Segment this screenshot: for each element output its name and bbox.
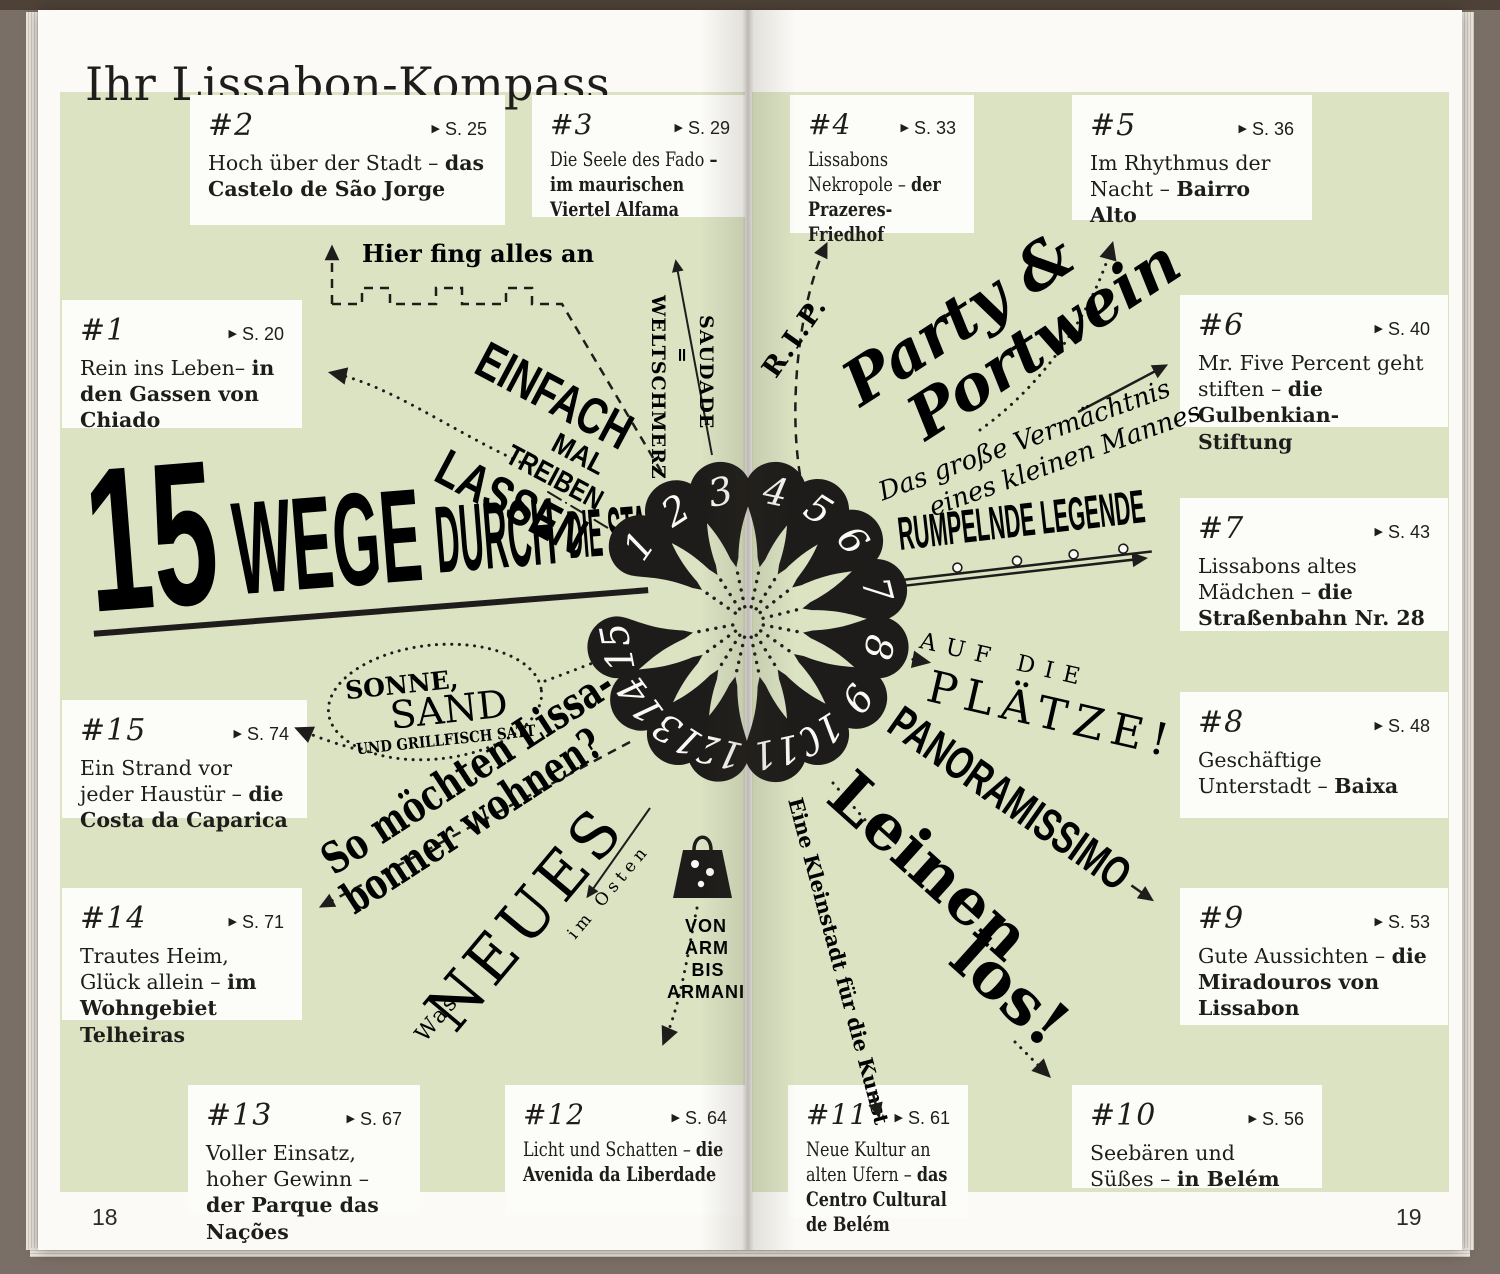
route-number: #11 [806, 1098, 869, 1131]
route-card-12: #12 ▶ S. 64 Licht und Schatten – die Aven… [505, 1085, 745, 1215]
page-reference: ▶ S. 29 [675, 118, 731, 139]
route-card-1: #1 ▶ S. 20 Rein ins Leben– in den Gassen … [62, 300, 302, 432]
route-number: #15 [80, 713, 147, 748]
route-card-5: #5 ▶ S. 36 Im Rhythmus der Nacht – Bairro… [1072, 95, 1312, 227]
page-ref-text: S. 64 [684, 1108, 727, 1128]
page-reference: ▶ S. 25 [432, 119, 488, 140]
route-description: Voller Einsatz, hoher Gewinn – der Parqu… [206, 1141, 379, 1244]
route-number: #13 [206, 1098, 273, 1133]
route-number: #4 [808, 108, 852, 141]
page-stack-right [1462, 12, 1474, 1250]
arrow-right-icon: ▶ [1248, 1113, 1257, 1125]
page-stack-bottom [30, 1248, 1470, 1257]
page-reference: ▶ S. 71 [229, 912, 285, 933]
route-card-9: #9 ▶ S. 53 Gute Aussichten – die Miradour… [1180, 888, 1448, 1025]
route-card-8: #8 ▶ S. 48 Geschäftige Unterstadt – Baixa [1180, 692, 1448, 818]
route-card-13: #13 ▶ S. 67 Voller Einsatz, hoher Gewinn … [188, 1085, 420, 1244]
arrow-right-icon: ▶ [900, 122, 909, 134]
arrow-right-icon: ▶ [431, 123, 440, 135]
page-reference: ▶ S. 40 [1375, 319, 1431, 340]
route-number: #14 [80, 901, 147, 936]
arrow-right-icon: ▶ [894, 1112, 903, 1124]
route-number: #10 [1090, 1098, 1157, 1133]
route-card-3: #3 ▶ S. 29 Die Seele des Fado – im mauris… [532, 95, 748, 221]
arrow-right-icon: ▶ [1374, 323, 1383, 335]
route-description: Gute Aussichten – die Miradouros von Lis… [1198, 944, 1427, 1021]
route-card-4: #4 ▶ S. 33 Lissabons Nekropole – der Praz… [790, 95, 974, 246]
route-description: Mr. Five Percent geht stiften – die Gulb… [1198, 351, 1424, 454]
page-reference: ▶ S. 64 [672, 1108, 728, 1129]
arrow-right-icon: ▶ [671, 1112, 680, 1124]
arrow-right-icon: ▶ [1374, 720, 1383, 732]
page-ref-text: S. 20 [241, 324, 284, 344]
page-stack-left [26, 12, 38, 1250]
page-ref-text: S. 53 [1387, 912, 1430, 932]
route-number: #1 [80, 313, 127, 348]
page-reference: ▶ S. 43 [1375, 522, 1431, 543]
route-description: Im Rhythmus der Nacht – Bairro Alto [1090, 151, 1271, 228]
route-card-6: #6 ▶ S. 40 Mr. Five Percent geht stiften … [1180, 295, 1448, 454]
arrow-right-icon: ▶ [1374, 526, 1383, 538]
route-number: #3 [550, 108, 594, 141]
route-description: Trautes Heim, Glück allein – im Wohngebi… [80, 944, 257, 1047]
route-description: Rein ins Leben– in den Gassen von Chiado [80, 356, 275, 433]
route-card-2: #2 ▶ S. 25 Hoch über der Stadt – das Cast… [190, 95, 505, 225]
page-reference: ▶ S. 53 [1375, 912, 1431, 933]
route-card-14: #14 ▶ S. 71 Trautes Heim, Glück allein – … [62, 888, 302, 1047]
route-number: #9 [1198, 901, 1245, 936]
arrow-right-icon: ▶ [233, 728, 242, 740]
route-card-11: #11 ▶ S. 61 Neue Kultur an alten Ufern – … [788, 1085, 968, 1236]
route-number: #2 [208, 108, 255, 143]
page-reference: ▶ S. 36 [1239, 119, 1295, 140]
arrow-right-icon: ▶ [1374, 916, 1383, 928]
route-number: #7 [1198, 511, 1245, 546]
route-card-15: #15 ▶ S. 74 Ein Strand vor jeder Haustür … [62, 700, 307, 832]
arrow-right-icon: ▶ [1238, 123, 1247, 135]
route-description: Seebären und Süßes – in Belém [1090, 1141, 1280, 1192]
route-number: #5 [1090, 108, 1137, 143]
page-reference: ▶ S. 20 [229, 324, 285, 345]
page-ref-text: S. 48 [1387, 716, 1430, 736]
arrow-right-icon: ▶ [228, 328, 237, 340]
page-ref-text: S. 29 [687, 118, 730, 138]
route-card-10: #10 ▶ S. 56 Seebären und Süßes – in Belém [1072, 1085, 1322, 1191]
page-reference: ▶ S. 74 [234, 724, 290, 745]
page-ref-text: S. 40 [1387, 319, 1430, 339]
page-ref-text: S. 74 [246, 724, 289, 744]
page-reference: ▶ S. 56 [1249, 1109, 1305, 1130]
page-ref-text: S. 67 [359, 1109, 402, 1129]
page-ref-text: S. 25 [444, 119, 487, 139]
route-card-7: #7 ▶ S. 43 Lissabons altes Mädchen – die … [1180, 498, 1448, 631]
page-number-right: 19 [1396, 1204, 1422, 1230]
route-description: Geschäftige Unterstadt – Baixa [1198, 748, 1399, 799]
route-description: Neue Kultur an alten Ufern – das Centro … [806, 1138, 948, 1236]
arrow-right-icon: ▶ [674, 122, 683, 134]
page-ref-text: S. 61 [907, 1108, 950, 1128]
page-number-left: 18 [92, 1204, 118, 1230]
page-ref-text: S. 43 [1387, 522, 1430, 542]
page-ref-text: S. 56 [1261, 1109, 1304, 1129]
route-number: #6 [1198, 308, 1245, 343]
page-reference: ▶ S. 48 [1375, 716, 1431, 737]
page-reference: ▶ S. 67 [347, 1109, 403, 1130]
route-number: #8 [1198, 705, 1245, 740]
page-ref-text: S. 33 [913, 118, 956, 138]
page-ref-text: S. 36 [1251, 119, 1294, 139]
arrow-right-icon: ▶ [346, 1113, 355, 1125]
route-description: Lissabons altes Mädchen – die Straßenbah… [1198, 554, 1425, 631]
route-description: Lissabons Nekropole – der Prazeres-Fried… [808, 148, 941, 246]
page-reference: ▶ S. 61 [895, 1108, 951, 1129]
route-description: Hoch über der Stadt – das Castelo de São… [208, 151, 485, 202]
book-cover-edge-top [0, 0, 1500, 10]
route-description: Die Seele des Fado – im maurischen Viert… [550, 148, 718, 221]
route-description: Ein Strand vor jeder Haustür – die Costa… [80, 756, 288, 833]
right-page-green-panel [752, 92, 1449, 1192]
page-reference: ▶ S. 33 [901, 118, 957, 139]
arrow-right-icon: ▶ [228, 916, 237, 928]
page-ref-text: S. 71 [241, 912, 284, 932]
route-description: Licht und Schatten – die Avenida da Libe… [523, 1138, 724, 1186]
route-number: #12 [523, 1098, 586, 1131]
